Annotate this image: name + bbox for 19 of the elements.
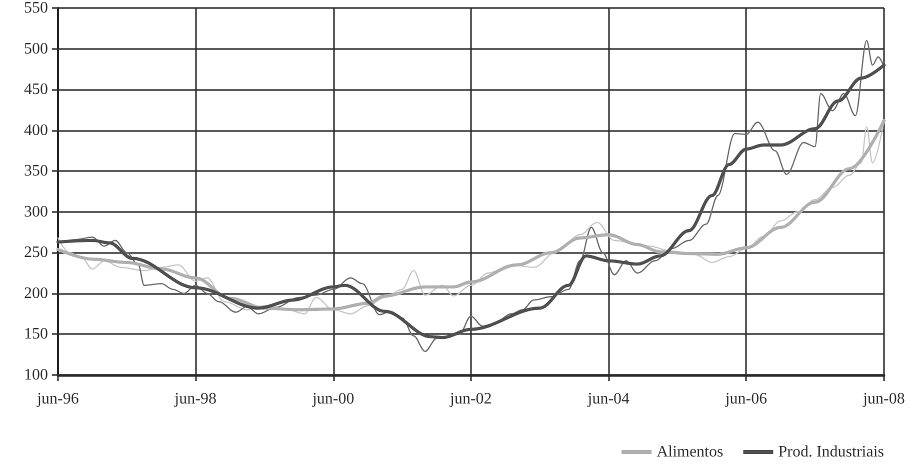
legend-label: Prod. Industriais bbox=[778, 444, 884, 460]
y-tick-label: 250 bbox=[24, 244, 48, 262]
y-tick-label: 300 bbox=[24, 203, 48, 220]
y-tick-label: 150 bbox=[24, 326, 48, 343]
y-tick-label: 200 bbox=[24, 284, 48, 302]
y-tick-label: 500 bbox=[24, 40, 48, 58]
x-tick-label: jun-00 bbox=[311, 390, 354, 408]
y-tick-label: 450 bbox=[24, 81, 48, 98]
y-tick-label: 550 bbox=[24, 0, 48, 16]
x-tick-label: jun-02 bbox=[449, 390, 492, 408]
legend-label: Alimentos bbox=[656, 444, 724, 460]
y-tick-label: 350 bbox=[24, 162, 48, 180]
x-tick-label: jun-96 bbox=[36, 390, 79, 408]
y-tick-label: 400 bbox=[24, 122, 48, 139]
y-tick-label: 100 bbox=[24, 366, 48, 384]
x-tick-label: jun-08 bbox=[862, 390, 905, 408]
x-tick-label: jun-04 bbox=[586, 390, 630, 408]
x-tick-label: jun-98 bbox=[174, 390, 216, 408]
x-tick-label: jun-06 bbox=[724, 390, 768, 408]
